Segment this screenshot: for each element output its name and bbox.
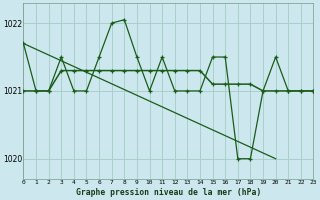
X-axis label: Graphe pression niveau de la mer (hPa): Graphe pression niveau de la mer (hPa) xyxy=(76,188,261,197)
